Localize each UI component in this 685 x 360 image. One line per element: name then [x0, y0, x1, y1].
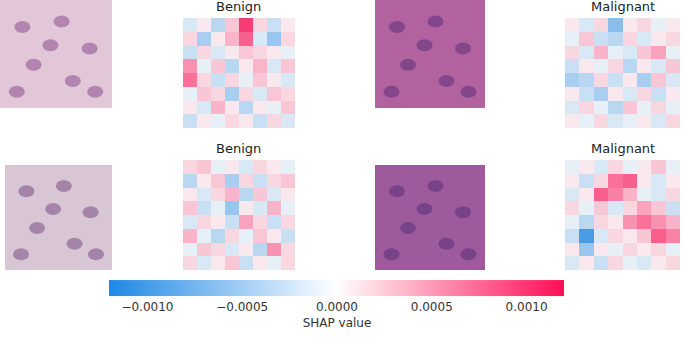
svg-text:−0.0010: −0.0010: [121, 300, 173, 314]
svg-text:−0.0005: −0.0005: [216, 300, 268, 314]
svg-text:Malignant: Malignant: [591, 0, 655, 14]
svg-text:Benign: Benign: [216, 0, 261, 14]
svg-text:SHAP value: SHAP value: [303, 316, 372, 330]
svg-text:Malignant: Malignant: [591, 141, 655, 156]
svg-text:0.0005: 0.0005: [411, 300, 453, 314]
svg-text:Benign: Benign: [216, 141, 261, 156]
svg-text:0.0010: 0.0010: [506, 300, 548, 314]
svg-text:0.0000: 0.0000: [316, 300, 358, 314]
